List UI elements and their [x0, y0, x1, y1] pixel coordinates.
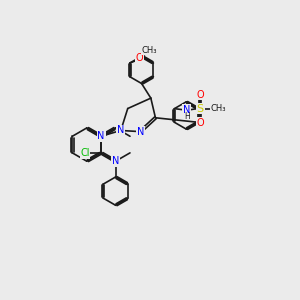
Text: N: N — [112, 156, 119, 166]
Text: N: N — [137, 127, 144, 136]
Text: N: N — [98, 131, 105, 141]
Text: N: N — [117, 125, 124, 136]
Text: N: N — [183, 105, 190, 115]
Text: S: S — [197, 103, 204, 114]
Text: O: O — [196, 90, 204, 100]
Text: CH₃: CH₃ — [142, 46, 157, 55]
Text: H: H — [185, 112, 191, 121]
Text: O: O — [136, 53, 143, 63]
Text: O: O — [196, 118, 204, 128]
Text: Cl: Cl — [80, 148, 90, 158]
Text: CH₃: CH₃ — [211, 104, 226, 113]
